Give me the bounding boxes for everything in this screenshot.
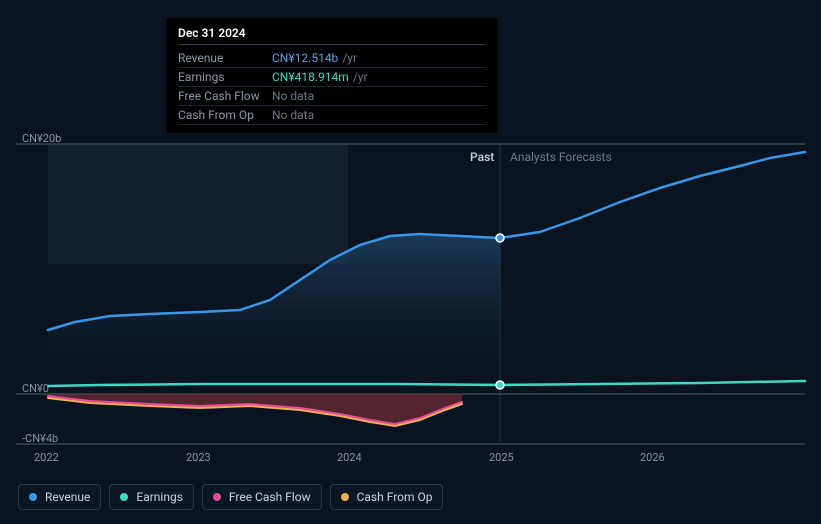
x-axis-label: 2025 <box>489 451 514 464</box>
tooltip-date: Dec 31 2024 <box>178 26 486 45</box>
chart-legend: Revenue Earnings Free Cash Flow Cash From O… <box>18 484 443 510</box>
chart-tooltip: Dec 31 2024 RevenueCN¥12.514b/yrEarnings… <box>166 18 498 133</box>
legend-item-label: Free Cash Flow <box>229 490 311 504</box>
tooltip-row-unit: /yr <box>353 70 368 84</box>
forecast-label: Analysts Forecasts <box>510 150 612 164</box>
tooltip-row-label: Free Cash Flow <box>178 87 272 106</box>
legend-item-label: Cash From Op <box>357 490 433 504</box>
legend-dot <box>213 493 221 501</box>
earnings-marker <box>496 381 504 389</box>
legend-item-cash-from-op[interactable]: Cash From Op <box>330 484 444 510</box>
tooltip-row-value: CN¥12.514b/yr <box>272 49 486 68</box>
legend-item-free-cash-flow[interactable]: Free Cash Flow <box>202 484 322 510</box>
past-label: Past <box>470 150 494 164</box>
legend-dot <box>29 493 37 501</box>
legend-dot <box>120 493 128 501</box>
tooltip-row: Free Cash FlowNo data <box>178 87 486 106</box>
x-axis-label: 2022 <box>34 451 59 464</box>
x-axis-label: 2023 <box>186 451 211 464</box>
tooltip-row-unit: /yr <box>342 51 357 65</box>
tooltip-row-label: Earnings <box>178 68 272 87</box>
legend-item-label: Earnings <box>136 490 183 504</box>
legend-dot <box>341 493 349 501</box>
tooltip-row-label: Revenue <box>178 49 272 68</box>
legend-item-earnings[interactable]: Earnings <box>109 484 194 510</box>
revenue-marker <box>496 234 504 242</box>
legend-item-revenue[interactable]: Revenue <box>18 484 101 510</box>
y-axis-label: CN¥0 <box>22 382 49 395</box>
tooltip-row: EarningsCN¥418.914m/yr <box>178 68 486 87</box>
x-axis-label: 2024 <box>337 451 362 464</box>
legend-item-label: Revenue <box>45 490 90 504</box>
fcf-area <box>48 394 462 424</box>
tooltip-row-value: No data <box>272 106 486 125</box>
y-axis-label: -CN¥4b <box>22 432 58 445</box>
tooltip-row: RevenueCN¥12.514b/yr <box>178 49 486 68</box>
tooltip-row: Cash From OpNo data <box>178 106 486 125</box>
tooltip-row-label: Cash From Op <box>178 106 272 125</box>
tooltip-row-value: CN¥418.914m/yr <box>272 68 486 87</box>
tooltip-table: RevenueCN¥12.514b/yrEarningsCN¥418.914m/… <box>178 49 486 125</box>
y-axis-label: CN¥20b <box>22 132 61 145</box>
x-axis-label: 2026 <box>640 451 665 464</box>
tooltip-row-value: No data <box>272 87 486 106</box>
